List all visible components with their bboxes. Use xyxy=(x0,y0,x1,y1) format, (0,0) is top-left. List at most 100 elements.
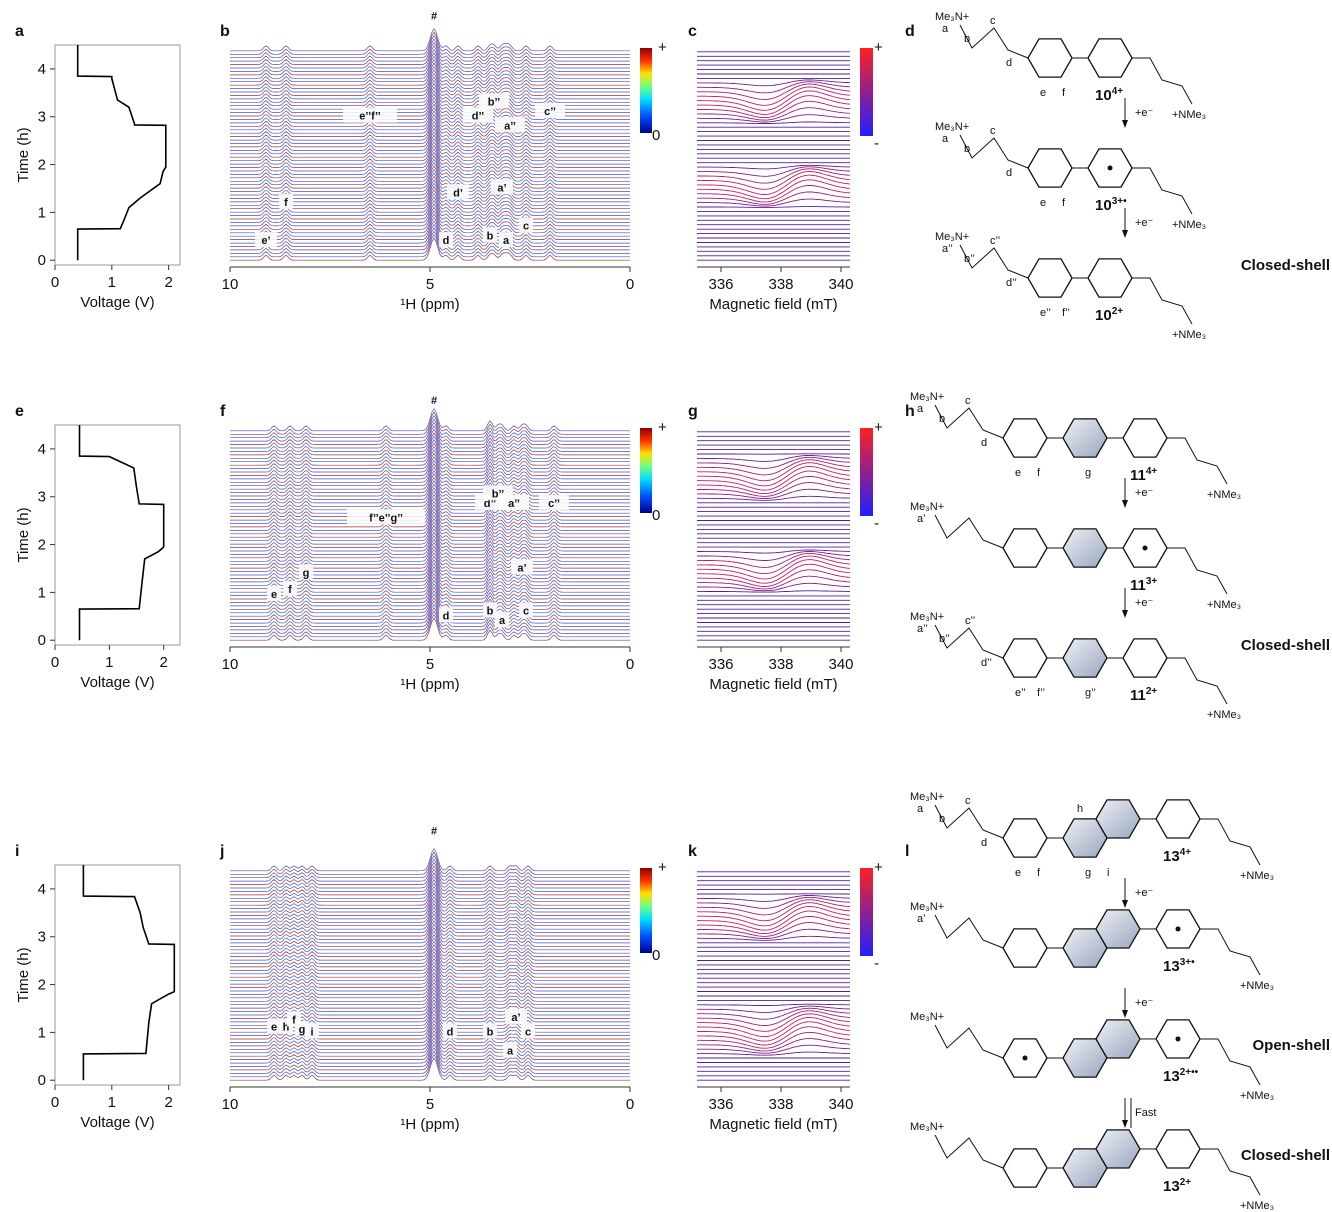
ring xyxy=(1095,799,1141,839)
nmr-trace xyxy=(230,899,630,923)
group-right: +NMe₃ xyxy=(1240,1090,1274,1102)
epr-trace xyxy=(696,902,851,922)
y-tick-label: 3 xyxy=(38,489,46,506)
group-left: Me₃N+ xyxy=(910,791,944,803)
nmr-trace xyxy=(230,511,630,535)
panel-label: i xyxy=(15,843,19,860)
nmr-trace xyxy=(230,861,630,885)
nmr-trace xyxy=(230,961,630,985)
nmr-trace xyxy=(230,96,630,120)
colorbar-min: - xyxy=(874,515,879,532)
position-label: g xyxy=(1085,867,1091,879)
nmr-trace xyxy=(230,930,630,954)
compound-charge: 2+ xyxy=(1146,686,1158,697)
nmr-trace xyxy=(230,507,630,531)
nmr-trace xyxy=(230,1023,630,1047)
colorbar-max: + xyxy=(658,419,667,436)
epr-trace xyxy=(697,470,851,491)
group-right: +NMe₃ xyxy=(1172,329,1206,341)
epr-trace xyxy=(697,922,851,937)
peak-label: b’’ xyxy=(488,96,500,108)
epr-trace xyxy=(697,495,850,501)
epr-trace xyxy=(697,551,851,561)
position-label: a’ xyxy=(917,513,926,525)
y-axis-label: Time (h) xyxy=(15,507,32,562)
nmr-trace xyxy=(230,189,630,213)
nmr-trace xyxy=(230,449,630,473)
epr-trace xyxy=(697,164,850,170)
nmr-trace xyxy=(230,463,630,487)
peak-label-bg xyxy=(499,494,529,510)
nmr-trace xyxy=(230,937,630,961)
panel-label: d xyxy=(905,23,915,40)
position-label: d xyxy=(1006,57,1012,69)
colorbar-max: + xyxy=(658,39,667,56)
nmr-trace xyxy=(230,425,630,449)
group-left: Me₃N+ xyxy=(910,501,944,513)
peak-label-bg xyxy=(483,1023,497,1039)
peak-label-bg xyxy=(479,93,509,109)
group-right: +NMe₃ xyxy=(1240,1200,1274,1212)
epr-trace xyxy=(697,107,851,121)
peak-label-bg xyxy=(511,559,533,575)
nmr-trace xyxy=(230,439,630,463)
ring xyxy=(1027,258,1073,298)
nmr-trace xyxy=(230,982,630,1006)
chain xyxy=(934,514,1004,549)
nmr-trace xyxy=(230,124,630,148)
nmr-trace xyxy=(230,237,630,261)
peak-label: a’ xyxy=(511,1012,520,1024)
nmr-trace xyxy=(230,885,630,909)
position-label: g’’ xyxy=(1085,687,1096,699)
nmr-trace xyxy=(230,848,630,872)
colorbar-min: 0 xyxy=(652,507,660,524)
nmr-trace xyxy=(230,524,630,548)
ring xyxy=(1002,1038,1048,1078)
epr-trace xyxy=(697,459,851,476)
position-label: f’’ xyxy=(1062,307,1070,319)
nmr-trace xyxy=(230,518,630,542)
axes-frame xyxy=(54,44,181,266)
peak-label: c’’ xyxy=(544,106,556,118)
peak-label: # xyxy=(431,826,437,838)
nmr-trace xyxy=(230,909,630,933)
peak-label-bg xyxy=(443,1023,457,1039)
state-label: Closed-shell xyxy=(1241,637,1330,654)
x-tick-label: 338 xyxy=(768,1096,793,1113)
y-axis-label: Time (h) xyxy=(15,127,32,182)
peak-label: d xyxy=(447,1026,454,1038)
epr-trace xyxy=(697,1013,851,1032)
position-label: d’’ xyxy=(981,657,992,669)
nmr-trace xyxy=(230,968,630,992)
nmr-trace xyxy=(230,552,630,576)
peak-label-bg xyxy=(495,612,509,628)
peak-label: d’’ xyxy=(484,498,496,510)
nmr-trace xyxy=(230,978,630,1002)
epr-trace xyxy=(697,179,851,200)
colorbar xyxy=(640,48,652,133)
compound-label: 114+ xyxy=(1130,466,1157,484)
position-label: f xyxy=(1037,467,1041,479)
chain xyxy=(1200,1038,1261,1086)
position-label: b’’ xyxy=(939,633,950,645)
radical-dot xyxy=(1142,545,1148,551)
compound-label: 103+• xyxy=(1095,196,1127,214)
nmr-trace xyxy=(230,59,630,83)
ring xyxy=(1155,1129,1201,1169)
epr-trace xyxy=(697,899,851,916)
epr-trace xyxy=(697,121,850,124)
nmr-trace xyxy=(230,459,630,483)
peak-label-bg xyxy=(503,1042,517,1058)
ring xyxy=(1027,148,1073,188)
chain xyxy=(934,804,1004,839)
ring xyxy=(1122,638,1168,678)
chain xyxy=(934,404,1004,439)
ring xyxy=(1155,909,1201,949)
y-tick-label: 4 xyxy=(38,61,46,78)
nmr-traces xyxy=(230,848,630,1081)
nmr-trace xyxy=(230,134,630,158)
epr-trace xyxy=(697,1051,851,1056)
y-tick-label: 2 xyxy=(38,977,46,994)
peak-label-bg xyxy=(483,602,497,618)
peak-label-bg xyxy=(439,607,453,623)
